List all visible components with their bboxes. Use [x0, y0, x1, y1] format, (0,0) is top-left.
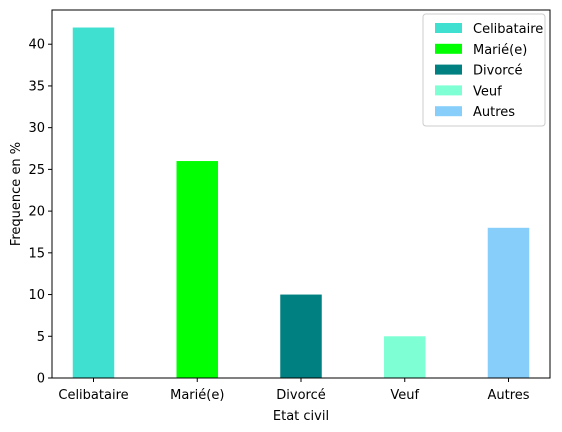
legend-label: Celibataire	[473, 22, 543, 37]
x-tick-label: Divorcé	[276, 388, 325, 403]
plot-frame	[51, 9, 551, 379]
legend-label: Veuf	[473, 84, 502, 99]
legend-swatch	[435, 23, 462, 33]
x-tick-label: Autres	[487, 388, 529, 403]
legend-box	[422, 13, 546, 127]
y-tick-label: 0	[37, 372, 45, 387]
x-axis: Celibataire Marié(e) Divorcé Veuf Autres	[58, 378, 530, 403]
bar-1	[176, 161, 218, 378]
y-tick-label: 15	[28, 246, 45, 261]
legend: Celibataire Marié(e) Divorcé Veuf Autres	[422, 13, 546, 127]
x-tick-label: Celibataire	[58, 388, 128, 403]
legend-swatch	[435, 106, 462, 117]
legend-swatch	[435, 85, 462, 96]
y-tick-label: 20	[28, 205, 45, 220]
legend-label: Divorcé	[473, 64, 522, 79]
y-tick-label: 5	[37, 330, 45, 345]
x-tick-label: Marié(e)	[170, 388, 224, 403]
legend-label: Marié(e)	[473, 43, 527, 58]
bar-4	[487, 227, 530, 378]
legend-label: Autres	[473, 105, 515, 120]
bar-0	[72, 27, 115, 379]
y-axis-label: Frequence en %	[9, 142, 24, 246]
x-axis-label: Etat civil	[273, 409, 329, 424]
bar-3	[384, 336, 426, 378]
legend-swatch	[435, 64, 462, 75]
y-tick-label: 40	[28, 38, 45, 53]
x-tick-label: Veuf	[390, 388, 419, 403]
y-tick-label: 30	[28, 121, 45, 136]
legend-swatch	[435, 43, 462, 54]
y-tick-label: 10	[28, 288, 45, 303]
y-tick-label: 35	[28, 79, 45, 94]
y-tick-label: 25	[28, 163, 45, 178]
bars-group	[72, 27, 530, 379]
bar-2	[280, 294, 322, 378]
y-axis: 0 5 10 15 20 25 30 35 40	[28, 38, 52, 387]
